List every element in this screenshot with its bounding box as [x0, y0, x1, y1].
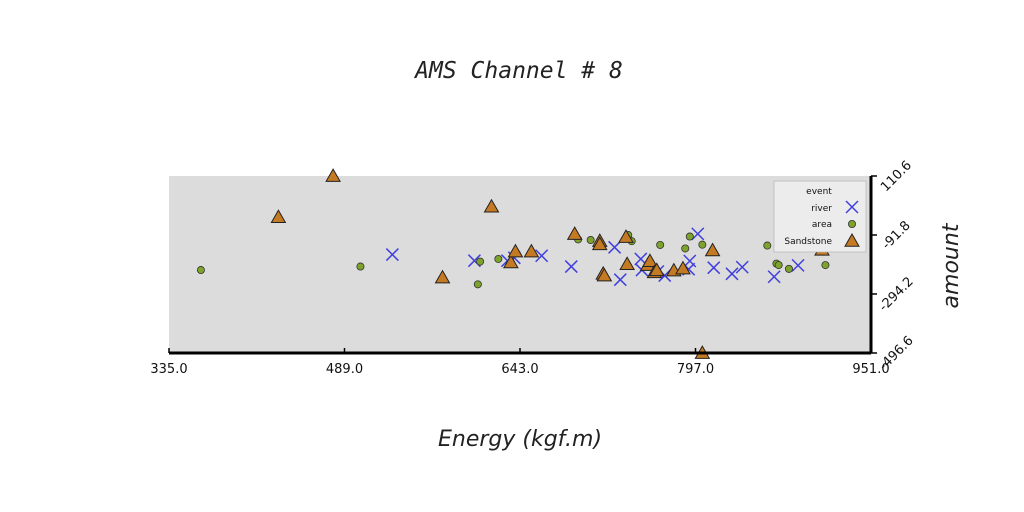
x-tick-label: 335.0: [150, 362, 187, 377]
legend-marker-river: [845, 200, 859, 214]
point-sandstone: [270, 209, 287, 224]
point-sandstone: [619, 256, 635, 270]
point-river: [767, 270, 781, 284]
point-sandstone: [483, 198, 500, 213]
point-sandstone: [523, 243, 540, 258]
legend: event river area Sandstone: [773, 180, 867, 253]
point-area: [784, 264, 793, 273]
legend-marker-area: [848, 219, 857, 228]
point-river: [608, 240, 622, 254]
point-area: [586, 236, 595, 245]
point-river: [385, 248, 399, 262]
y-axis-label: amount: [939, 222, 964, 308]
x-tick-label: 643.0: [501, 362, 538, 377]
point-river: [613, 273, 627, 287]
y-tick-label: 110.6: [878, 158, 915, 195]
y-tick-label: -91.8: [879, 218, 913, 252]
point-area: [656, 240, 665, 249]
y-tick-label: -294.2: [876, 274, 916, 314]
point-sandstone: [591, 236, 608, 251]
point-river: [683, 254, 697, 268]
point-river: [725, 267, 739, 281]
point-area: [356, 262, 365, 271]
point-river: [564, 260, 578, 274]
legend-title: event: [806, 187, 832, 197]
point-area: [196, 266, 205, 275]
x-axis-label: Energy (kgf.m): [438, 427, 602, 452]
chart-title: AMS Channel # 8: [413, 58, 623, 84]
point-sandstone: [503, 254, 519, 269]
point-area: [763, 241, 772, 250]
y-axis-ticks: 110.6 -91.8 -294.2 -496.6: [871, 158, 917, 374]
point-river: [691, 227, 705, 241]
x-tick-label: 797.0: [677, 362, 714, 377]
x-tick-label: 951.0: [852, 362, 889, 377]
point-area: [698, 240, 707, 249]
point-area: [685, 232, 694, 241]
point-sandstone: [507, 243, 524, 258]
point-sandstone: [675, 260, 691, 275]
point-area: [681, 244, 690, 253]
point-river: [735, 260, 749, 274]
point-sandstone: [648, 262, 665, 277]
point-area: [821, 261, 830, 270]
point-area: [476, 257, 485, 266]
legend-markers: [844, 200, 860, 247]
point-sandstone: [596, 267, 613, 282]
plot-area: [169, 176, 871, 353]
point-area: [473, 280, 482, 289]
x-axis-ticks: 335.0 489.0 643.0 797.0 951.0: [150, 348, 890, 377]
point-sandstone: [434, 269, 451, 284]
y-tick-label: -496.6: [876, 333, 916, 373]
legend-label-area: area: [812, 220, 832, 230]
point-sandstone: [618, 229, 634, 243]
point-sandstone: [566, 226, 583, 240]
legend-marker-sandstone: [844, 232, 860, 247]
point-sandstone: [642, 253, 658, 268]
point-river: [707, 261, 721, 275]
point-area: [774, 261, 783, 270]
point-river: [535, 249, 549, 263]
legend-label-river: river: [811, 204, 832, 214]
point-river: [791, 258, 805, 272]
point-sandstone: [704, 242, 721, 257]
x-tick-label: 489.0: [326, 362, 363, 377]
point-area: [494, 254, 503, 263]
point-sandstone: [325, 168, 341, 182]
legend-label-sandstone: Sandstone: [784, 237, 832, 247]
